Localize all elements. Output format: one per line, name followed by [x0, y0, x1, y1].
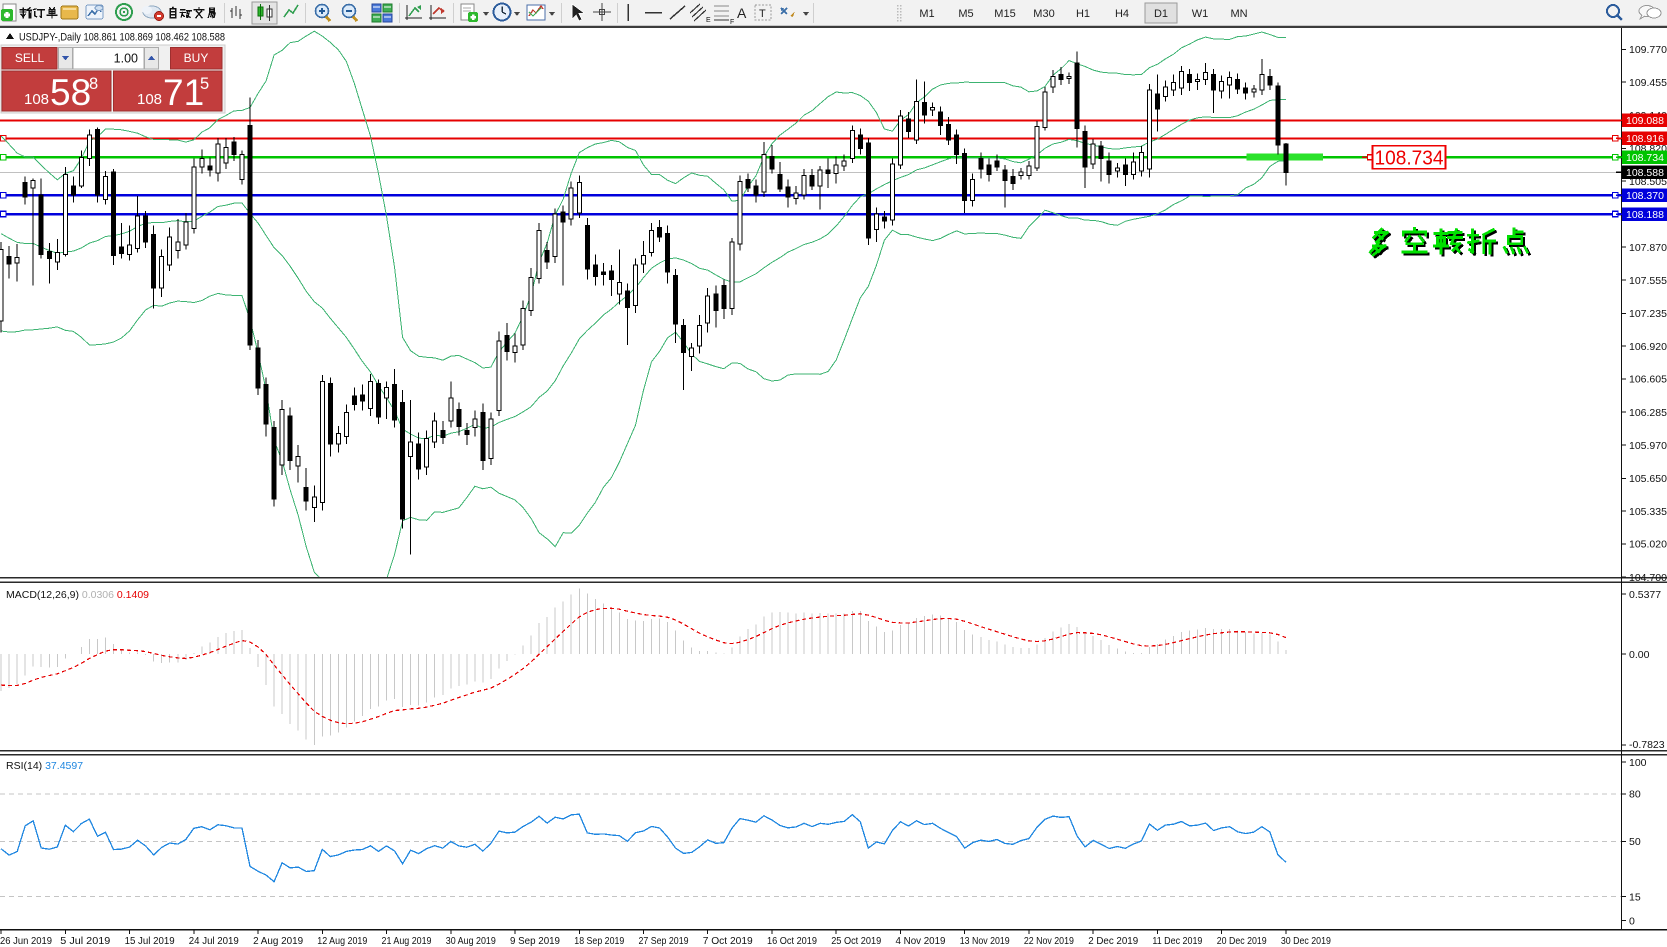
- svg-text:2 Aug 2019: 2 Aug 2019: [253, 935, 303, 947]
- svg-text:RSI(14) 37.4597: RSI(14) 37.4597: [6, 760, 83, 772]
- svg-text:9 Sep 2019: 9 Sep 2019: [510, 935, 560, 947]
- svg-text:SELL: SELL: [15, 51, 45, 65]
- svg-text:M30: M30: [1033, 8, 1054, 20]
- svg-text:7 Oct 2019: 7 Oct 2019: [703, 935, 753, 947]
- svg-text:25 Oct 2019: 25 Oct 2019: [831, 935, 881, 947]
- svg-text:106.920: 106.920: [1629, 341, 1667, 353]
- svg-text:13 Nov 2019: 13 Nov 2019: [960, 935, 1010, 947]
- svg-text:108.916: 108.916: [1626, 133, 1664, 145]
- svg-text:0.00: 0.00: [1629, 649, 1650, 661]
- svg-text:E: E: [706, 17, 711, 24]
- svg-text:M15: M15: [994, 8, 1015, 20]
- svg-text:USDJPY-,Daily 108.861 108.869: USDJPY-,Daily 108.861 108.869 108.462 10…: [19, 32, 225, 44]
- svg-text:107.555: 107.555: [1629, 275, 1667, 287]
- svg-text:15 Jul 2019: 15 Jul 2019: [125, 935, 175, 947]
- svg-text:109.088: 109.088: [1626, 115, 1664, 127]
- svg-text:108: 108: [24, 91, 49, 108]
- svg-text:MACD(12,26,9) 0.0306 0.1409: MACD(12,26,9) 0.0306 0.1409: [6, 589, 149, 601]
- svg-text:18 Sep 2019: 18 Sep 2019: [574, 935, 624, 947]
- svg-text:104.700: 104.700: [1629, 572, 1667, 584]
- svg-text:F: F: [730, 19, 734, 26]
- svg-text:24 Jul 2019: 24 Jul 2019: [189, 935, 239, 947]
- svg-text:106.285: 106.285: [1629, 407, 1667, 419]
- svg-text:MN: MN: [1230, 8, 1247, 20]
- svg-text:5: 5: [200, 75, 209, 93]
- svg-text:105.335: 105.335: [1629, 506, 1667, 518]
- svg-text:27 Sep 2019: 27 Sep 2019: [639, 935, 689, 947]
- svg-text:26 Jun 2019: 26 Jun 2019: [0, 935, 52, 947]
- svg-text:109.770: 109.770: [1629, 44, 1667, 56]
- svg-text:2 Dec 2019: 2 Dec 2019: [1088, 935, 1138, 947]
- svg-text:108.188: 108.188: [1626, 209, 1664, 221]
- svg-text:D1: D1: [1154, 8, 1168, 20]
- svg-text:11 Dec 2019: 11 Dec 2019: [1152, 935, 1202, 947]
- svg-text:105.650: 105.650: [1629, 473, 1667, 485]
- svg-text:30 Dec 2019: 30 Dec 2019: [1281, 935, 1331, 947]
- svg-text:80: 80: [1629, 789, 1641, 801]
- svg-text:105.970: 105.970: [1629, 440, 1667, 452]
- svg-text:22 Nov 2019: 22 Nov 2019: [1024, 935, 1074, 947]
- svg-text:W1: W1: [1192, 8, 1209, 20]
- svg-text:M1: M1: [919, 8, 934, 20]
- svg-text:50: 50: [1629, 836, 1641, 848]
- svg-text:108.734: 108.734: [1626, 152, 1664, 164]
- svg-text:H4: H4: [1115, 8, 1129, 20]
- svg-text:20 Dec 2019: 20 Dec 2019: [1217, 935, 1267, 947]
- svg-text:107.235: 107.235: [1629, 308, 1667, 320]
- svg-text:-0.7823: -0.7823: [1629, 739, 1665, 751]
- svg-text:108.588: 108.588: [1626, 167, 1664, 179]
- svg-text:H1: H1: [1076, 8, 1090, 20]
- svg-text:A: A: [737, 5, 747, 21]
- svg-text:0: 0: [1629, 915, 1635, 927]
- svg-text:109.455: 109.455: [1629, 77, 1667, 89]
- svg-text:0.5377: 0.5377: [1629, 589, 1661, 601]
- svg-text:M5: M5: [958, 8, 973, 20]
- svg-text:12 Aug 2019: 12 Aug 2019: [317, 935, 367, 947]
- svg-text:108.734: 108.734: [1375, 146, 1444, 169]
- svg-text:BUY: BUY: [184, 51, 209, 65]
- svg-text:107.870: 107.870: [1629, 242, 1667, 254]
- svg-text:T: T: [759, 8, 766, 20]
- svg-text:108.370: 108.370: [1626, 190, 1664, 202]
- svg-text:16 Oct 2019: 16 Oct 2019: [767, 935, 817, 947]
- svg-text:5 Jul 2019: 5 Jul 2019: [60, 935, 110, 947]
- svg-text:100: 100: [1629, 757, 1647, 769]
- svg-text:1.00: 1.00: [114, 52, 138, 66]
- svg-text:21 Aug 2019: 21 Aug 2019: [382, 935, 432, 947]
- svg-text:30 Aug 2019: 30 Aug 2019: [446, 935, 496, 947]
- svg-text:8: 8: [89, 75, 98, 93]
- svg-text:15: 15: [1629, 892, 1641, 904]
- svg-text:108: 108: [137, 91, 162, 108]
- svg-text:106.605: 106.605: [1629, 374, 1667, 386]
- svg-text:105.020: 105.020: [1629, 539, 1667, 551]
- svg-text:58: 58: [50, 72, 91, 113]
- svg-text:4 Nov 2019: 4 Nov 2019: [896, 935, 946, 947]
- svg-text:71: 71: [163, 72, 204, 113]
